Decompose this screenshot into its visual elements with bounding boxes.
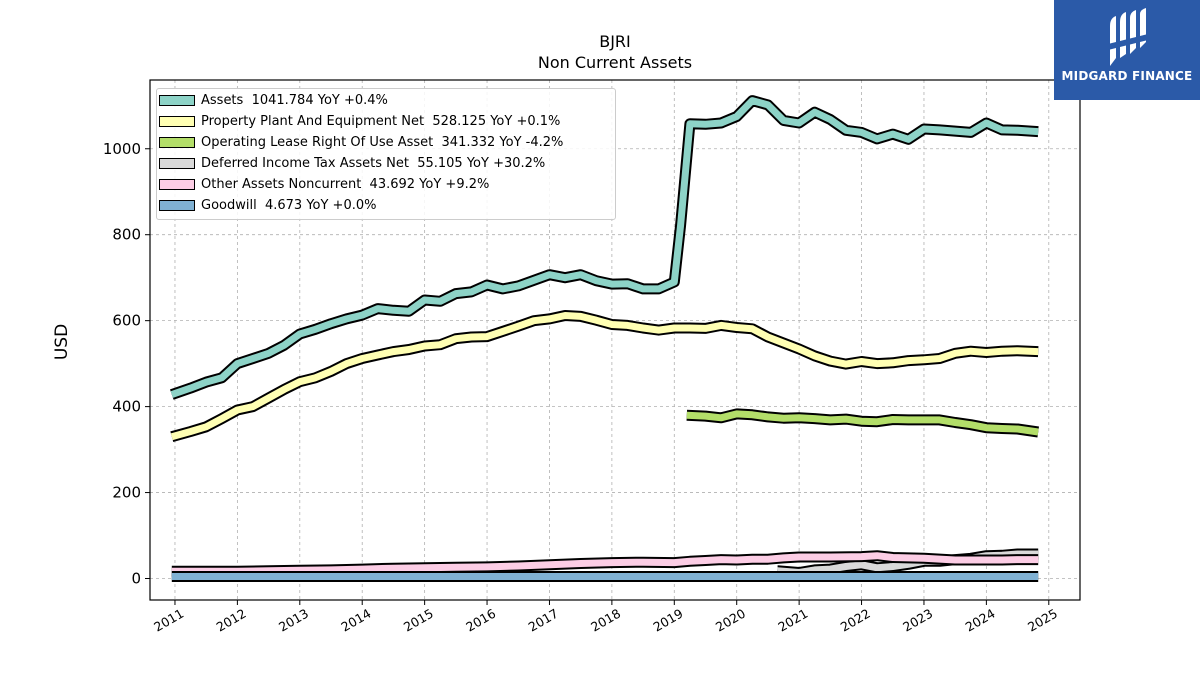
series-line [170,97,1039,398]
y-tick-label: 200 [112,484,141,502]
y-tick-label: 400 [112,398,141,416]
legend-swatch-other-assets [159,178,195,190]
x-tick-label: 2016 [463,606,498,635]
legend-label-other-assets: Other Assets Noncurrent 43.692 YoY +9.2% [201,176,490,192]
legend: Assets 1041.784 YoY +0.4% Property Plant… [156,88,616,220]
legend-label-ppe: Property Plant And Equipment Net 528.125… [201,113,561,129]
x-tick-label: 2014 [338,606,373,635]
legend-swatch-deferred-tax [159,157,195,169]
x-tick-label: 2020 [713,606,748,635]
y-axis-label: USD [52,323,72,361]
x-tick-label: 2021 [775,606,810,635]
x-tick-label: 2018 [588,606,623,635]
logo-text: MIDGARD FINANCE [1061,69,1193,83]
plot-frame [149,79,1081,601]
legend-label-deferred-tax: Deferred Income Tax Assets Net 55.105 Yo… [201,155,546,171]
legend-swatch-assets [159,94,195,106]
y-tick-label: 800 [112,226,141,244]
legend-swatch-ppe [159,115,195,127]
y-tick-label: 0 [131,570,141,588]
y-tick-label: 1000 [103,140,141,158]
legend-label-goodwill: Goodwill 4.673 YoY +0.0% [201,197,377,213]
x-tick-label: 2012 [214,606,249,635]
x-tick-label: 2015 [401,606,436,635]
series-line [171,552,1039,575]
x-tick-label: 2024 [963,606,998,635]
other-assets-series [171,550,1039,577]
legend-item-goodwill: Goodwill 4.673 YoY +0.0% [159,195,376,215]
series-line [170,312,1039,441]
x-tick-label: 2017 [526,606,561,635]
y-tick-label: 600 [112,312,141,330]
legend-swatch-operating-lease [159,136,195,148]
x-tick-label: 2025 [1025,606,1060,635]
midgard-finance-logo: MIDGARD FINANCE [1054,0,1200,100]
legend-swatch-goodwill [159,199,195,211]
assets-series [170,95,1039,400]
series-layer [170,95,1039,582]
x-tick-label: 2023 [900,606,935,635]
operating-lease-series [686,408,1039,438]
legend-label-assets: Assets 1041.784 YoY +0.4% [201,92,388,108]
x-tick-label: 2019 [651,606,686,635]
x-tick-label: 2013 [276,606,311,635]
legend-item-other-assets: Other Assets Noncurrent 43.692 YoY +9.2% [159,174,489,194]
legend-item-ppe: Property Plant And Equipment Net 528.125… [159,111,560,131]
legend-item-assets: Assets 1041.784 YoY +0.4% [159,90,388,110]
chart-subtitle: Non Current Assets [537,53,693,72]
ppe-series [170,310,1039,443]
legend-label-operating-lease: Operating Lease Right Of Use Asset 341.3… [201,134,564,150]
legend-item-deferred-tax: Deferred Income Tax Assets Net 55.105 Yo… [159,153,545,173]
x-tick-label: 2022 [838,606,873,635]
chart-title: BJRI [599,32,631,51]
x-tick-label: 2011 [151,606,186,635]
series-line [686,410,1039,436]
legend-item-operating-lease: Operating Lease Right Of Use Asset 341.3… [159,132,563,152]
midgard-logo-icon [1108,8,1148,66]
